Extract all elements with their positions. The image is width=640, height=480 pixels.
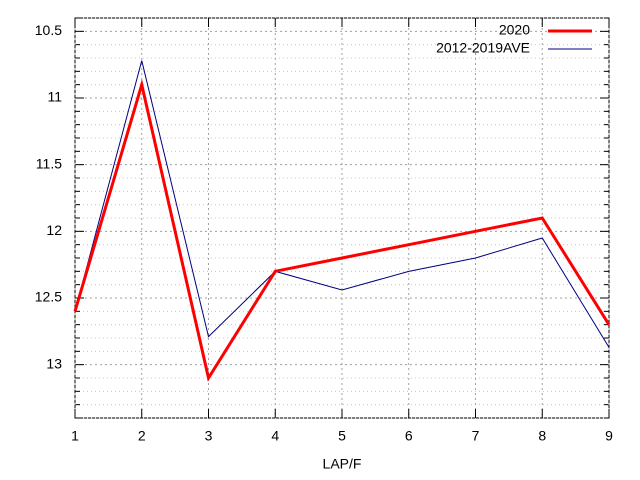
series-line [74, 60, 610, 348]
legend-label: 2012-2019AVE [436, 40, 530, 56]
x-tick-label: 5 [338, 428, 346, 444]
x-tick-label: 9 [605, 428, 613, 444]
y-tick-label: 11.5 [36, 155, 62, 171]
x-axis-label: LAP/F [323, 456, 362, 472]
series-line [73, 78, 611, 382]
x-tick-label: 1 [71, 428, 79, 444]
x-tick-label: 8 [538, 428, 546, 444]
x-tick-label: 6 [405, 428, 413, 444]
y-tick-label: 10.5 [35, 22, 62, 38]
y-tick-label: 12 [46, 222, 62, 238]
x-tick-label: 2 [138, 428, 146, 444]
y-tick-label: 13 [46, 355, 62, 371]
legend-label: 2020 [499, 22, 530, 38]
y-tick-label: 12.5 [35, 289, 62, 305]
x-tick-label: 3 [205, 428, 213, 444]
y-tick-label: 11 [47, 89, 62, 105]
x-tick-label: 7 [472, 428, 480, 444]
x-tick-label: 4 [271, 428, 279, 444]
